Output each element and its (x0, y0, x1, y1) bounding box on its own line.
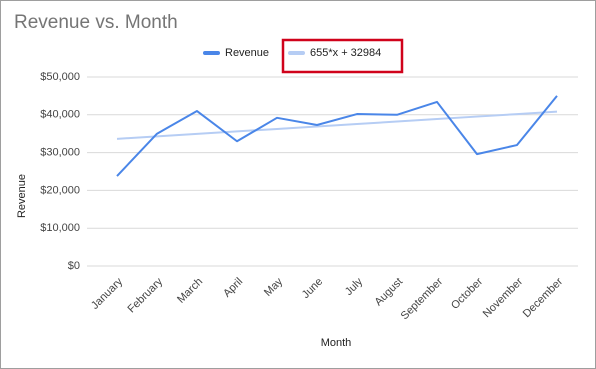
x-axis-label: Month (321, 337, 352, 349)
y-axis-label: Revenue (16, 174, 28, 218)
chart-title: Revenue vs. Month (14, 12, 178, 33)
line-series (116, 95, 558, 177)
highlight-box (281, 38, 404, 74)
legend-label: 655*x + 32984 (310, 47, 381, 59)
y-tick-label: $0 (68, 260, 80, 272)
y-tick-label: $10,000 (40, 222, 80, 234)
y-tick-label: $50,000 (40, 71, 80, 83)
y-tick-label: $20,000 (40, 184, 80, 196)
y-tick-label: $40,000 (40, 109, 80, 121)
legend-label: Revenue (225, 47, 269, 59)
trendline (116, 110, 558, 140)
y-tick-label: $30,000 (40, 147, 80, 159)
